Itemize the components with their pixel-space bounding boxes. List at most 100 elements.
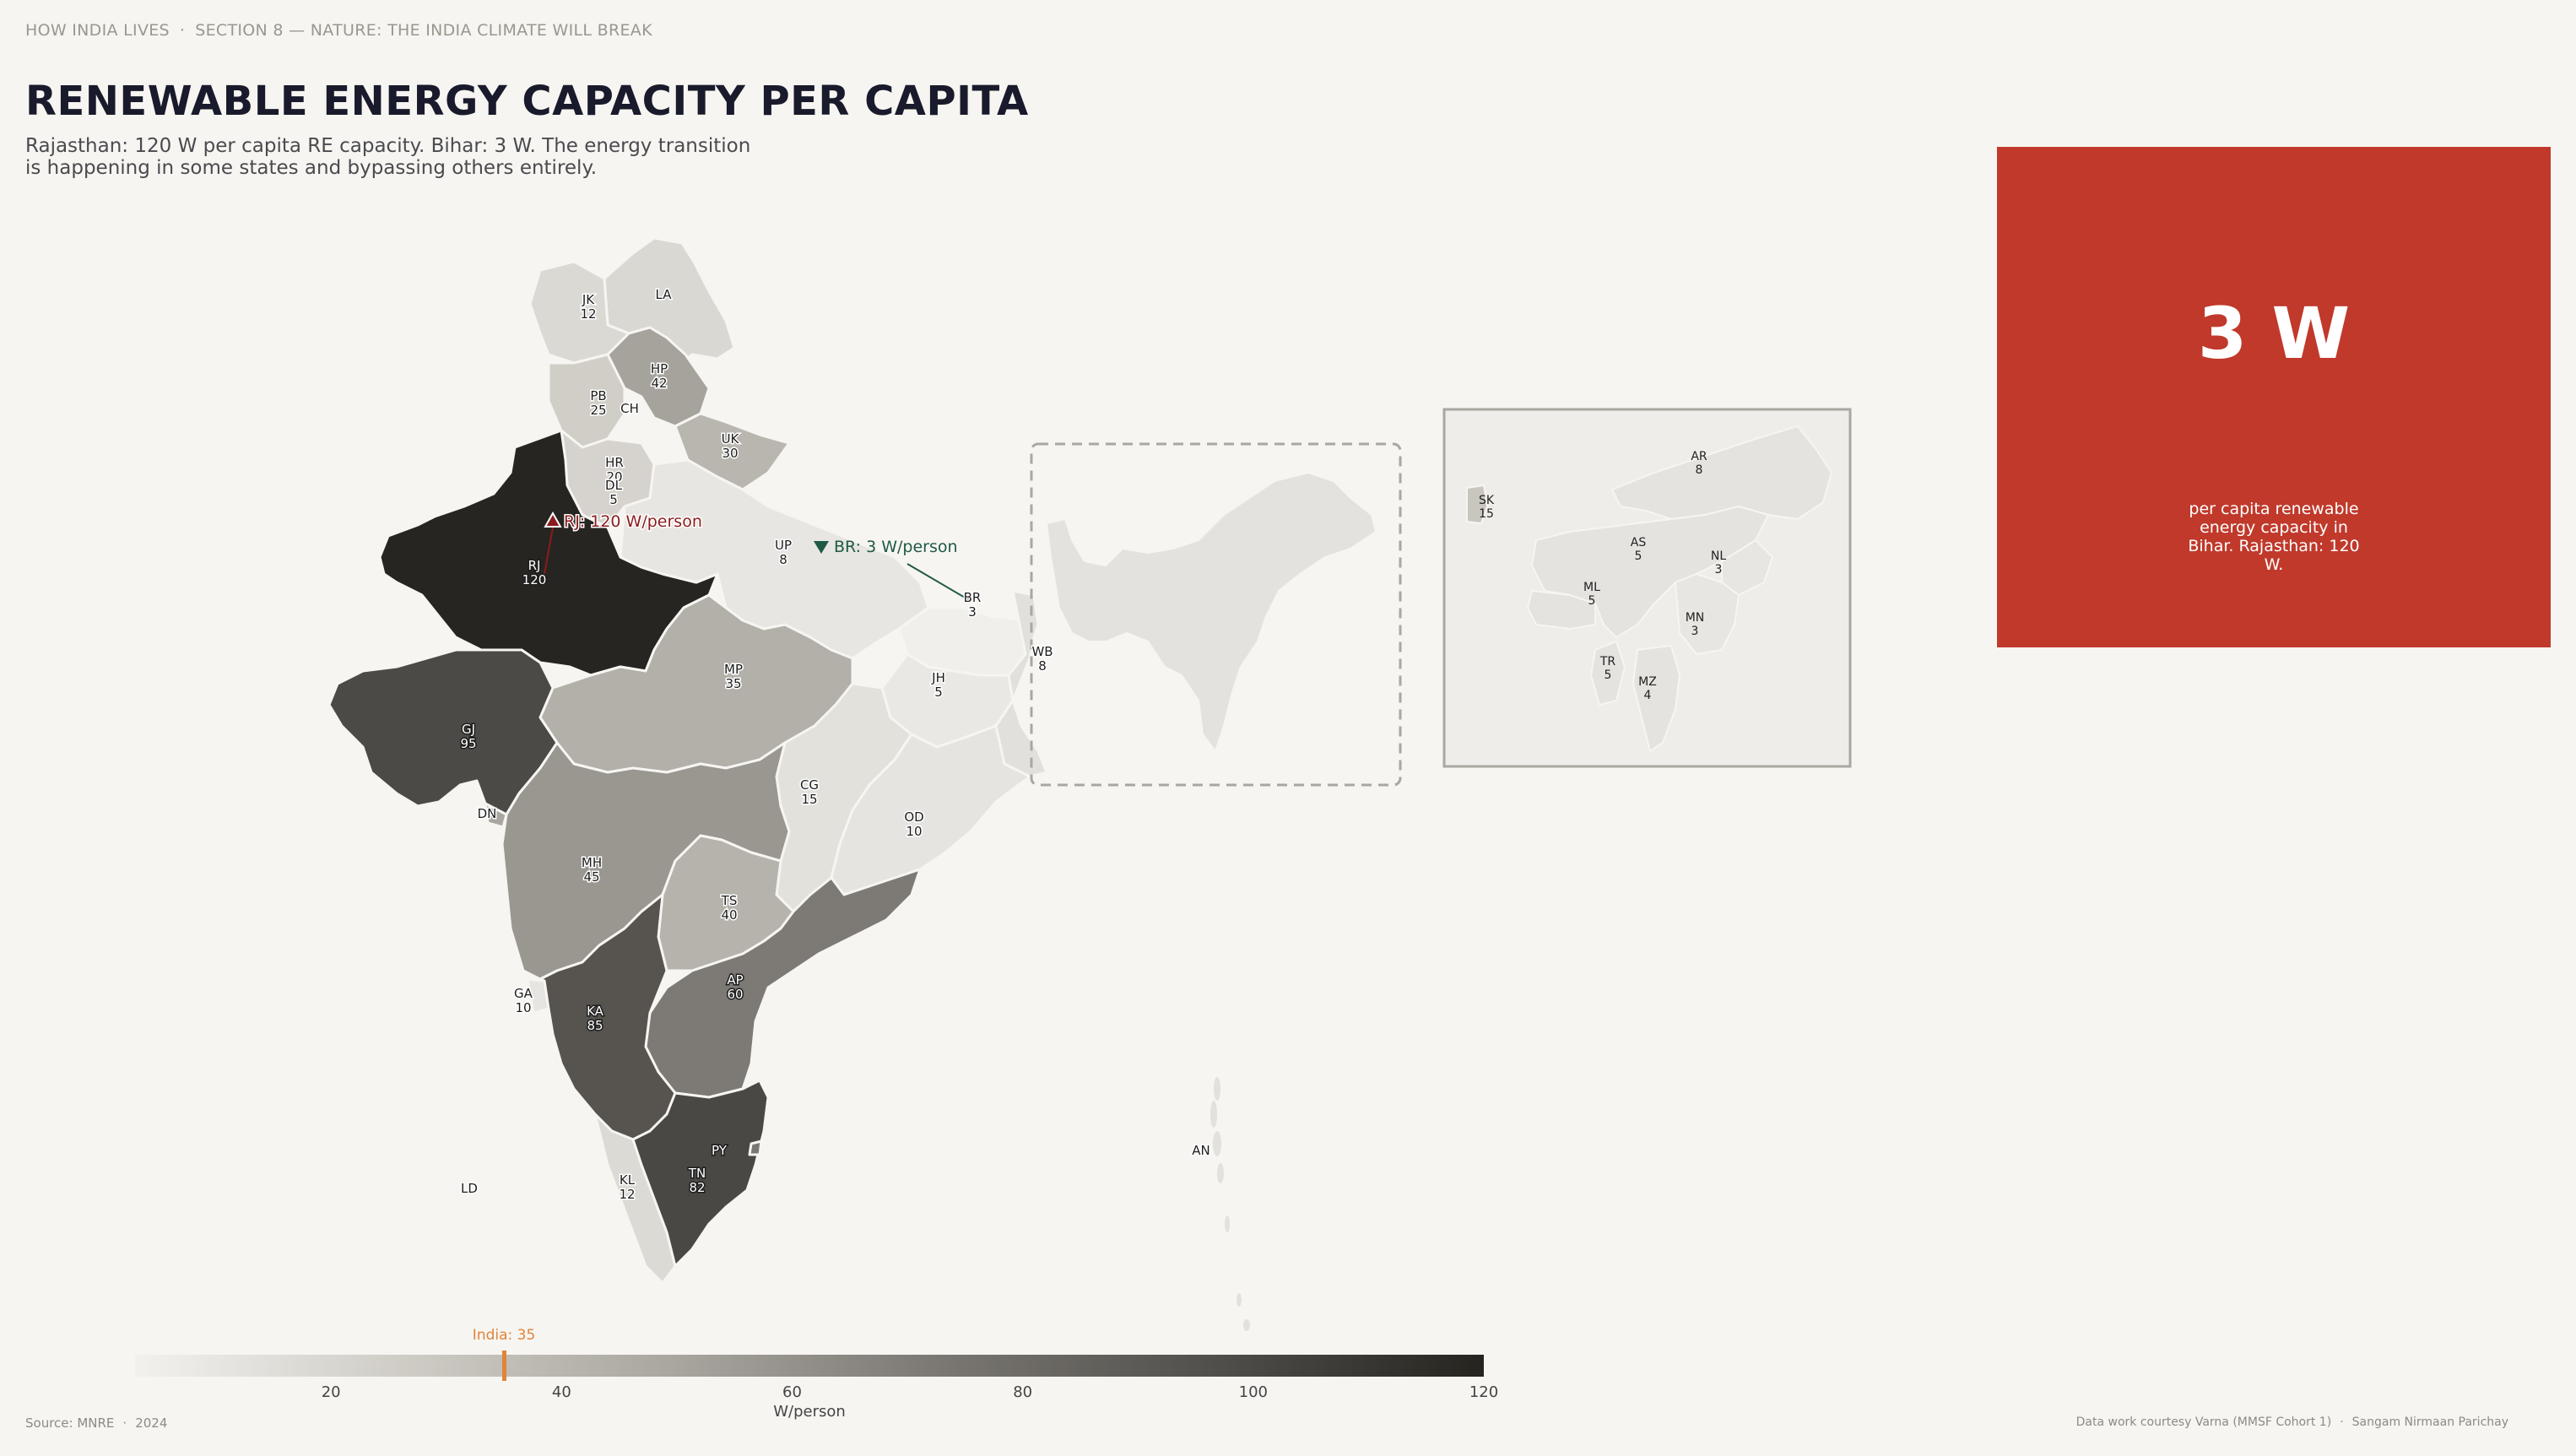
state-value-jk: 12 (580, 306, 596, 322)
inset-code-ar: AR (1691, 450, 1707, 463)
inset-value-mn: 3 (1691, 625, 1699, 638)
state-code-ka: KA (587, 1004, 604, 1019)
state-value-wb: 8 (1038, 658, 1047, 674)
inset-value-ar: 8 (1696, 463, 1703, 477)
state-code-ch: CH (620, 401, 639, 416)
state-value-dl: 5 (609, 492, 618, 507)
annotation-low-label: BR: 3 W/person (834, 538, 958, 556)
state-shape-pb[interactable] (547, 353, 626, 449)
annotation-high-triangle-icon (544, 511, 562, 528)
state-value-up: 8 (779, 552, 787, 567)
inset-locator-shape (1045, 471, 1377, 754)
state-code-rj: RJ (528, 558, 541, 573)
state-value-cg: 15 (801, 792, 817, 807)
state-shape-wb[interactable] (986, 589, 1048, 778)
state-code-pb: PB (590, 388, 606, 403)
stat-value: 3 W (2197, 292, 2351, 375)
inset-code-mz: MZ (1638, 675, 1657, 689)
state-value-ka: 85 (587, 1018, 603, 1033)
state-shape-dn[interactable] (484, 802, 508, 829)
state-code-mp: MP (724, 662, 743, 677)
legend-color-bar (135, 1355, 1484, 1377)
state-code-dn: DN (478, 806, 497, 821)
andaman-islands (1210, 1077, 1250, 1331)
breadcrumb-series: HOW INDIA LIVES (25, 21, 170, 40)
inset-code-sk: SK (1479, 494, 1495, 507)
state-value-rj: 120 (522, 572, 547, 587)
breadcrumb: HOW INDIA LIVES · SECTION 8 — NATURE: THE … (25, 21, 652, 40)
state-value-kl: 12 (619, 1187, 635, 1202)
ne-inset-shapes (1466, 425, 1833, 753)
legend-tick-40: 40 (551, 1383, 571, 1401)
state-shape-ka[interactable] (538, 893, 677, 1141)
state-shape-ap[interactable] (644, 868, 922, 1099)
state-code-jk: JK (582, 292, 595, 307)
state-code-kl: KL (620, 1172, 636, 1188)
inset-shape-ar (1610, 425, 1833, 521)
inset-shape-tr (1589, 640, 1626, 706)
stat-caption: per capita renewable energy capacity in … (2188, 500, 2360, 574)
inset-value-nl: 3 (1715, 563, 1723, 576)
state-value-pb: 25 (590, 403, 606, 418)
state-value-tn: 82 (689, 1180, 705, 1195)
state-code-wb: WB (1031, 644, 1053, 659)
legend-national-label: India: 35 (472, 1327, 536, 1344)
state-shape-py[interactable] (748, 1139, 763, 1156)
inset-shape-sk (1466, 484, 1489, 525)
inset-code-as: AS (1631, 536, 1647, 549)
footer-separator: · (122, 1415, 127, 1431)
inset-value-tr: 5 (1605, 668, 1612, 682)
legend-unit: W/person (773, 1403, 846, 1421)
footer-year: 2024 (135, 1415, 168, 1431)
state-value-br: 3 (968, 604, 977, 620)
state-code-cg: CG (800, 777, 819, 793)
state-value-hr: 20 (606, 469, 622, 484)
state-shape-tn[interactable] (631, 1079, 770, 1268)
state-value-od: 10 (906, 824, 922, 839)
state-code-jh: JH (931, 670, 945, 685)
state-value-hp: 42 (651, 376, 667, 391)
legend-tick-120: 120 (1469, 1383, 1499, 1401)
state-code-ga: GA (514, 986, 533, 1001)
state-value-mp: 35 (725, 676, 741, 691)
inset-locator-box (1030, 442, 1402, 787)
state-code-hr: HR (605, 455, 624, 470)
inset-shape-mn (1674, 572, 1740, 656)
inset-code-nl: NL (1711, 549, 1726, 563)
inset-code-tr: TR (1599, 655, 1616, 668)
legend-tick-100: 100 (1238, 1383, 1269, 1401)
state-code-ts: TS (721, 893, 738, 908)
page-title: RENEWABLE ENERGY CAPACITY PER CAPITA (25, 78, 1029, 125)
state-code-py: PY (712, 1143, 728, 1158)
legend-tick-20: 20 (321, 1383, 341, 1401)
inset-value-as: 5 (1635, 549, 1642, 563)
state-code-mh: MH (582, 855, 602, 870)
footer-separator-2: · (2340, 1415, 2344, 1429)
footer-author: Sangam Nirmaan Parichay (2351, 1415, 2508, 1429)
footer-source: Source: MNRE · 2024 (25, 1415, 167, 1431)
state-code-an: AN (1192, 1143, 1210, 1158)
state-code-hp: HP (651, 361, 668, 376)
state-value-ap: 60 (727, 987, 743, 1002)
breadcrumb-section: SECTION 8 — NATURE: THE INDIA CLIMATE WI… (195, 21, 652, 40)
state-value-uk: 30 (722, 446, 738, 461)
footer-credit: Data work courtesy Varna (MMSF Cohort 1) (2075, 1415, 2332, 1429)
state-shape-hp[interactable] (606, 326, 711, 428)
page-subtitle: Rajasthan: 120 W per capita RE capacity.… (25, 135, 751, 179)
inset-value-sk: 15 (1479, 507, 1494, 521)
inset-shape-mz (1632, 644, 1681, 753)
stat-card: 3 W per capita renewable energy capacity… (1997, 147, 2551, 647)
footer-credits: Data work courtesy Varna (MMSF Cohort 1)… (2076, 1415, 2508, 1429)
annotation-high-leader (544, 527, 554, 575)
legend-national-marker (502, 1350, 507, 1381)
legend-tick-60: 60 (782, 1383, 802, 1401)
legend-tick-80: 80 (1013, 1383, 1033, 1401)
state-code-la: LA (656, 287, 673, 302)
state-value-jh: 5 (934, 685, 943, 700)
state-code-uk: UK (722, 431, 740, 447)
inset-code-mn: MN (1686, 611, 1705, 625)
state-code-od: OD (904, 809, 923, 825)
state-value-ts: 40 (721, 907, 737, 923)
